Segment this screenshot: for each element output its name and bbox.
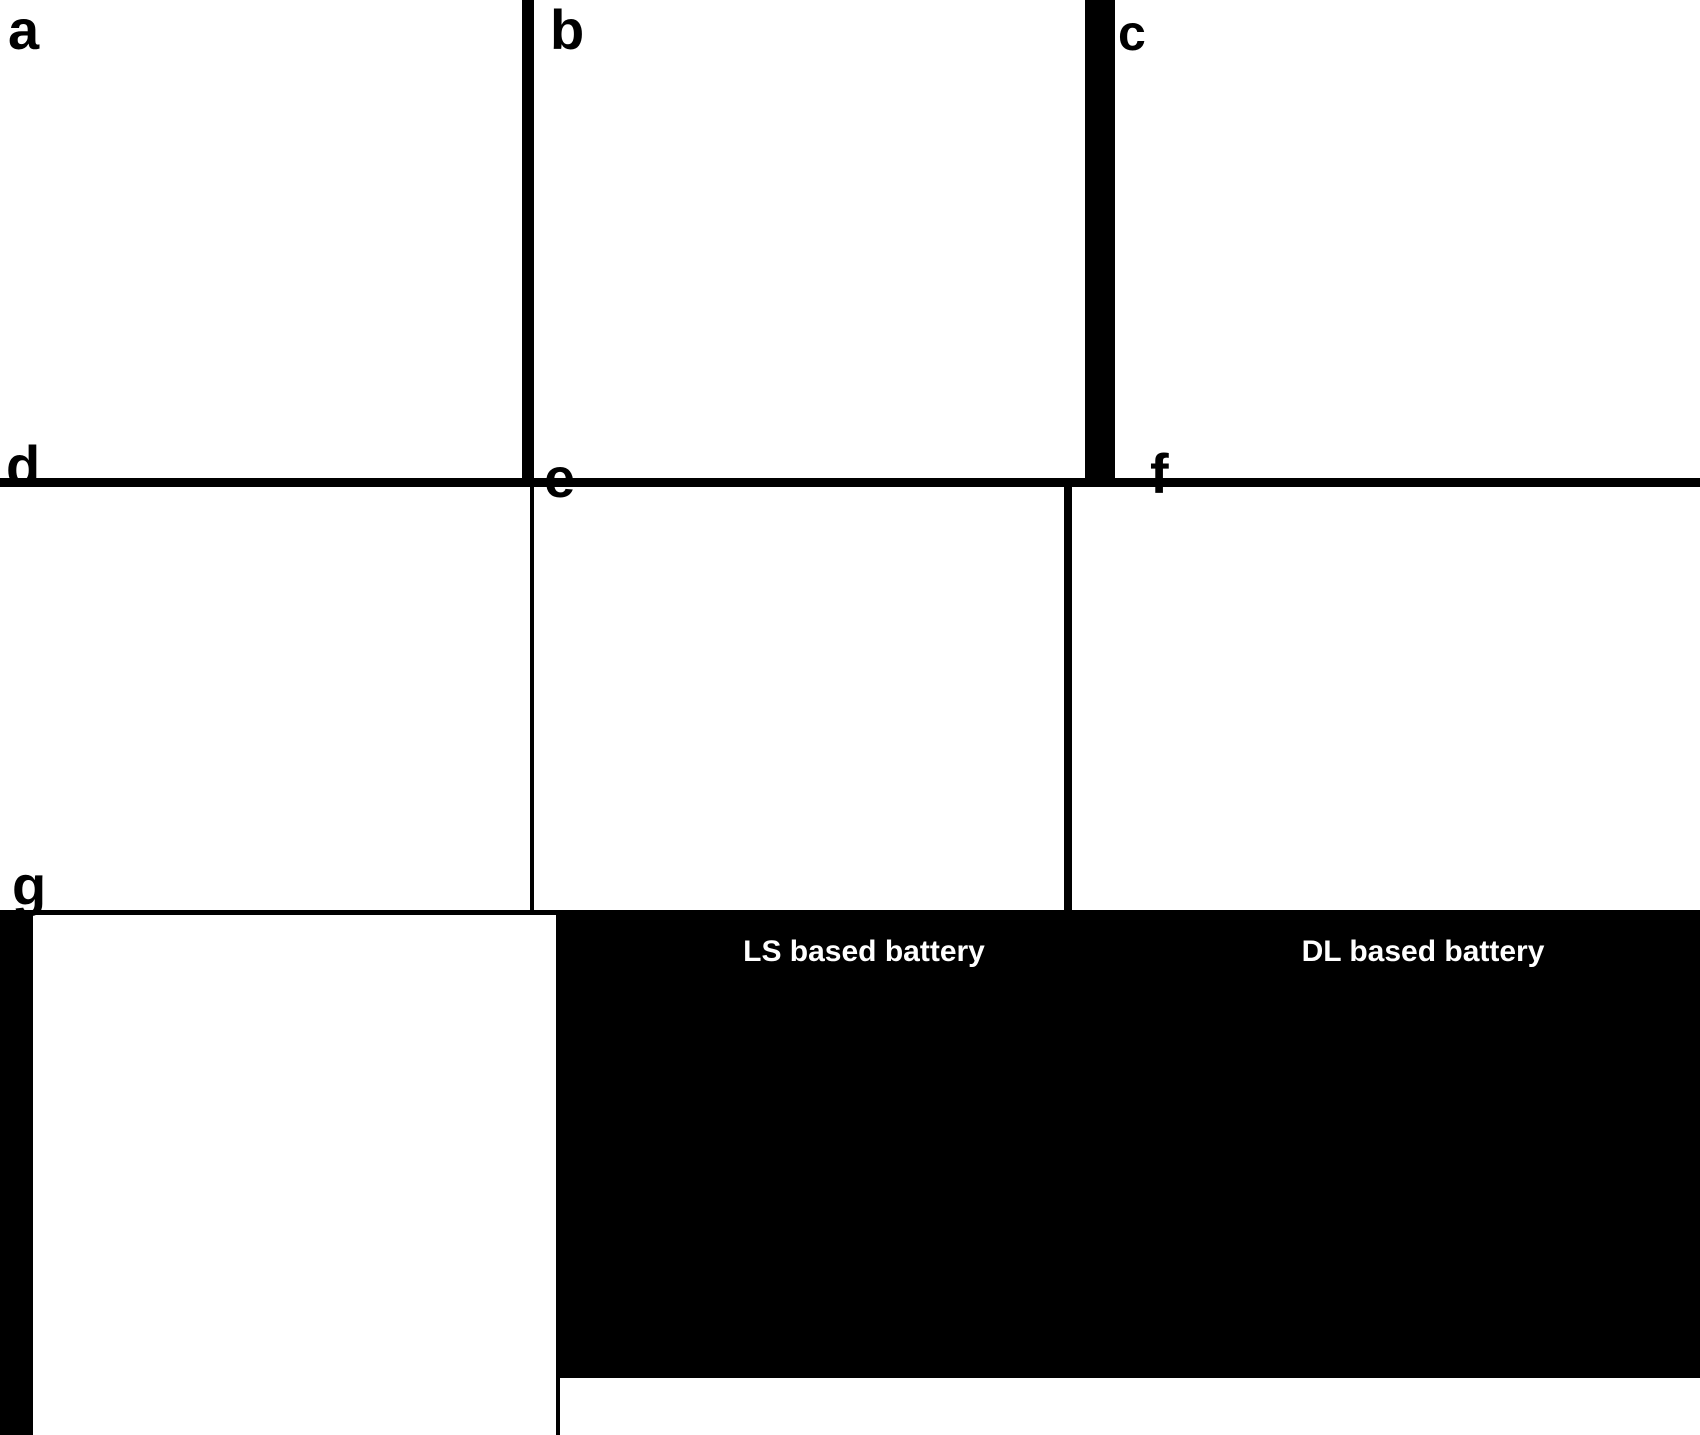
ls-battery-title: LS based battery: [743, 935, 985, 968]
panel-d-adsorption-ls: [0, 487, 530, 910]
ls-battery-scene: [590, 974, 1138, 1372]
panel-letter-c: c: [1118, 5, 1146, 61]
panel-g-battery: LS based battery DL based battery: [560, 915, 1700, 1435]
panel-c-uvvis: [1115, 0, 1700, 478]
panel-letter-e: e: [544, 446, 576, 509]
panel-letter-f: f: [1150, 442, 1169, 505]
panel-letter-a: a: [8, 0, 40, 61]
dl-battery-scene: [1146, 974, 1700, 1372]
panel-letter-g: g: [12, 854, 47, 917]
panel-letter-b: b: [550, 0, 585, 61]
panel-b-xps: [534, 0, 1085, 478]
ls-battery-panel: LS based battery: [590, 930, 1138, 1372]
dl-battery-panel: DL based battery: [1146, 930, 1700, 1372]
panel-g-electrostatic: [33, 915, 556, 1435]
battery-legend: [560, 1378, 1700, 1435]
panel-e-adsorption-dl: [534, 487, 1064, 910]
panel-f-free-energy: [1072, 487, 1700, 910]
panel-letter-d: d: [6, 434, 41, 497]
panel-a-ftir: [0, 0, 522, 478]
dl-battery-title: DL based battery: [1301, 935, 1545, 968]
